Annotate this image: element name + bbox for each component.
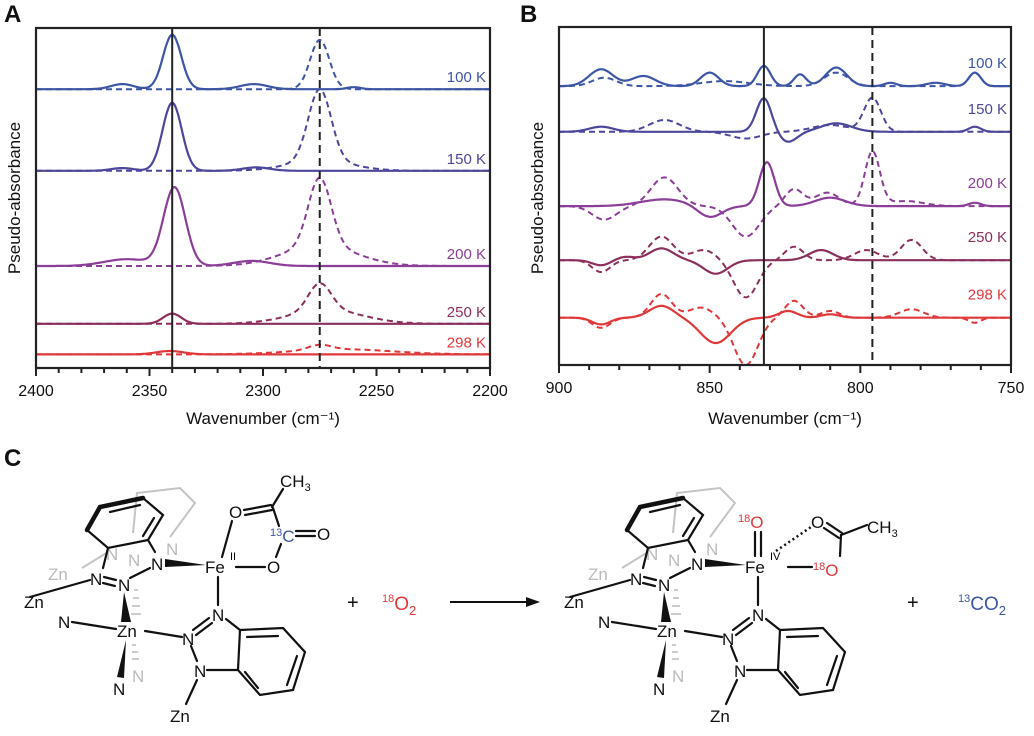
trace-solid-150k (559, 97, 1011, 143)
panel-label-a: A (4, 1, 21, 28)
reaction-arrow (450, 597, 540, 607)
trace-label: 298 K (968, 287, 1007, 304)
bond (271, 506, 281, 528)
double-bond (825, 521, 844, 535)
chart-a: Pseudo-absorbance Wavenumber (cm⁻¹) 100 … (5, 26, 508, 428)
x-tick-label: 2300 (245, 383, 281, 400)
oxo-18o: 18O (738, 513, 763, 532)
y-axis-title: Pseudo-absorbance (528, 122, 547, 274)
x-tick-label: 2400 (18, 383, 54, 400)
atom-o: O (229, 503, 242, 522)
x-tick-label: 2250 (359, 383, 395, 400)
plot-frame (34, 26, 492, 370)
trace-label: 200 K (447, 246, 486, 263)
x-tick-label: 2200 (472, 383, 508, 400)
trace-solid-200k (559, 161, 1011, 219)
trace-dashed-250k (36, 282, 490, 325)
panel-label-c: C (4, 445, 21, 472)
trace-dashed-100k (36, 38, 490, 91)
trace-label: 200 K (968, 175, 1007, 192)
trace-dashed-200k (559, 149, 1011, 238)
trace-solid-298k (36, 349, 490, 356)
carbon-13: 13C (270, 527, 295, 546)
trace-dashed-250k (559, 235, 1011, 299)
trace-dashed-298k (36, 343, 490, 356)
trace-dashed-298k (559, 292, 1011, 367)
y-axis-title: Pseudo-absorbance (5, 122, 24, 274)
trace-dashed-200k (36, 176, 490, 267)
x-axis-title: Wavenumber (cm⁻¹) (708, 409, 862, 428)
panel-label-b: B (520, 1, 537, 28)
trace-label: 100 K (968, 55, 1007, 72)
trace-solid-298k (559, 304, 1011, 345)
bond (839, 523, 869, 537)
trace-label: 150 K (447, 151, 486, 168)
reactant-complex: II O CH3 13C O O (24, 472, 330, 726)
bond (838, 533, 843, 558)
x-axis-title: Wavenumber (cm⁻¹) (186, 409, 340, 428)
trace-solid-100k (36, 33, 490, 91)
trace-solid-250k (559, 247, 1011, 275)
atom-o: O (811, 513, 824, 532)
trace-label: 250 K (968, 229, 1007, 246)
carboxylate-18o: 18O (813, 561, 838, 580)
chart-b: Pseudo-absorbance Wavenumber (cm⁻¹) 100 … (528, 25, 1025, 428)
x-tick-label: 2350 (132, 383, 168, 400)
double-bond (242, 503, 273, 512)
trace-solid-150k (36, 101, 490, 172)
bond (274, 542, 283, 559)
byproduct-13co2: 13CO2 (958, 593, 1006, 618)
ch3-group: CH3 (280, 472, 311, 494)
fe-oxidation-state: II (230, 551, 236, 563)
trace-label: 298 K (447, 334, 486, 351)
plot-frame (557, 25, 1013, 367)
x-tick-label: 800 (847, 380, 874, 397)
x-tick-label: 900 (546, 380, 573, 397)
x-tick-label: 850 (696, 380, 723, 397)
plus-sign: + (907, 592, 919, 614)
atom-o: O (267, 558, 280, 577)
atom-o: O (317, 525, 330, 544)
trace-solid-250k (36, 312, 490, 325)
ch3-group: CH3 (867, 518, 898, 540)
x-tick-label: 750 (998, 380, 1025, 397)
reagent-18o2: 18O2 (382, 593, 416, 618)
trace-dashed-150k (36, 88, 490, 172)
bond (220, 519, 234, 559)
trace-solid-100k (559, 64, 1011, 88)
trace-solid-200k (36, 185, 490, 268)
dotted-bond (775, 525, 812, 553)
trace-label: 100 K (447, 69, 486, 86)
product-complex: IV 18O O CH3 18O (564, 488, 898, 726)
double-bond (822, 526, 841, 540)
trace-label: 250 K (447, 304, 486, 321)
bond (270, 487, 285, 509)
trace-dashed-150k (559, 96, 1011, 140)
plus-sign: + (347, 592, 359, 614)
double-bond (243, 508, 274, 517)
trace-label: 150 K (968, 101, 1007, 118)
fe-oxidation-state: IV (770, 551, 781, 563)
